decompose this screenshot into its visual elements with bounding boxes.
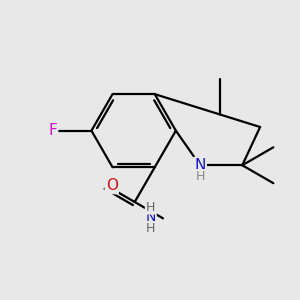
Text: H: H (146, 222, 155, 235)
Text: H: H (146, 200, 155, 214)
Text: N: N (145, 210, 156, 224)
Text: O: O (106, 178, 118, 193)
Text: F: F (48, 123, 57, 138)
Text: H: H (195, 170, 205, 183)
Text: N: N (194, 158, 206, 173)
